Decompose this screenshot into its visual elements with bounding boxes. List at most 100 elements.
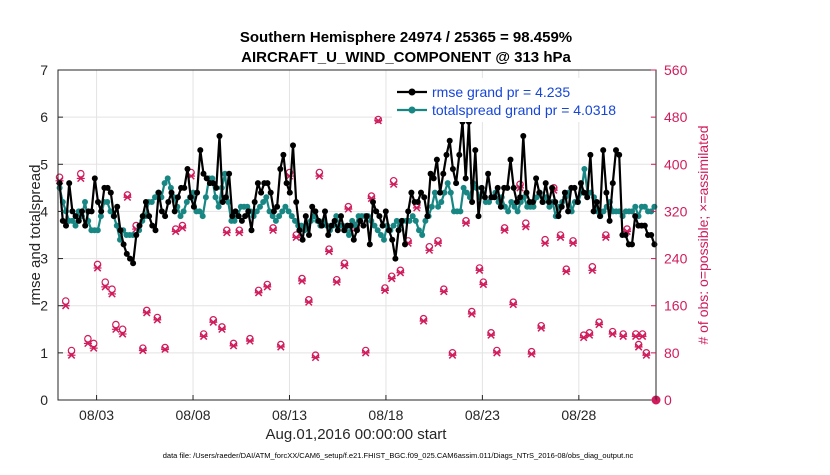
totalspread-point [530, 203, 537, 210]
totalspread-point [416, 227, 422, 234]
y-tick-label: 5 [40, 156, 48, 172]
rmse-point [127, 255, 133, 262]
rmse-point [542, 180, 549, 187]
rmse-point [513, 199, 520, 205]
obs-possible-marker [374, 115, 383, 124]
legend-symbol-totalspread [397, 106, 427, 114]
totalspread-point [164, 175, 171, 182]
totalspread-point [377, 232, 384, 238]
rmse-point [251, 199, 258, 205]
rmse-point [350, 236, 357, 243]
rmse-point [443, 151, 450, 158]
totalspread-point [546, 203, 553, 210]
rmse-point [104, 184, 111, 191]
obs-assimilated-marker [138, 346, 147, 355]
obs-possible-marker [161, 343, 169, 352]
totalspread-point [486, 199, 492, 205]
rmse-point [481, 194, 488, 201]
obs-assimilated-marker [419, 317, 428, 325]
obs-assimilated-marker [588, 266, 597, 275]
rmse-point [75, 217, 82, 224]
rmse-point [523, 189, 530, 196]
totalspread-point [441, 189, 448, 196]
rmse-point [529, 199, 536, 205]
totalspread-point [202, 194, 209, 201]
plot-area [58, 70, 656, 400]
rmse-point [258, 189, 265, 196]
x-tick-label: 08/03 [79, 407, 114, 423]
obs-assimilated-marker [83, 339, 92, 348]
rmse-point [338, 213, 344, 220]
y-right-tick-label: 240 [664, 251, 688, 267]
rmse-point [264, 180, 271, 187]
obs-assimilated-marker [229, 342, 238, 350]
rmse-point [312, 208, 319, 215]
obs-assimilated-marker [118, 330, 127, 338]
rmse-point [133, 232, 140, 238]
totalspread-point [177, 213, 184, 220]
totalspread-point [533, 194, 540, 201]
rmse-point [497, 203, 504, 210]
rmse-point [446, 137, 453, 144]
rmse-point [63, 222, 69, 229]
totalspread-point [272, 217, 279, 224]
rmse-point [245, 208, 252, 215]
obs-assimilated-marker [631, 332, 640, 341]
rmse-point [577, 180, 584, 187]
rmse-point [165, 199, 172, 205]
rmse-point [379, 222, 386, 229]
obs-possible-marker [101, 278, 110, 286]
rmse-point [203, 175, 210, 182]
obs-assimilated-marker [269, 226, 278, 235]
totalspread-point [225, 199, 232, 205]
obs-assimilated-marker [304, 298, 313, 306]
obs-assimilated-marker [527, 350, 536, 358]
totalspread-point [161, 180, 168, 187]
rmse-point [389, 236, 396, 243]
rmse-point [136, 222, 143, 229]
legend-box [392, 78, 650, 122]
totalspread-point [97, 213, 104, 220]
totalspread-point [94, 227, 101, 234]
obs-assimilated-marker [217, 325, 226, 334]
rmse-point [453, 180, 460, 187]
rmse-point [433, 156, 440, 163]
rmse-point [142, 199, 149, 205]
rmse-point [421, 194, 428, 201]
rmse-point [194, 189, 201, 196]
rmse-point [174, 194, 181, 201]
rmse-point [593, 199, 600, 205]
rmse-point [622, 232, 629, 238]
totalspread-point [629, 208, 636, 215]
axes-layer: 0 1 2 3 4 5 6 7 0 80 160 240 320 400 480 560 08/03 08/08 0… [40, 62, 687, 423]
rmse-point [402, 241, 408, 248]
obs-assimilated-marker [332, 278, 341, 286]
rmse-point [114, 203, 121, 210]
totalspread-point [263, 194, 270, 201]
obs-assimilated-marker [340, 261, 349, 270]
totalspread-point [346, 232, 352, 238]
obs-possible-marker [108, 285, 116, 294]
totalspread-point [431, 189, 438, 196]
rmse-point [309, 203, 316, 210]
rmse-point [283, 180, 290, 187]
rmse-point [456, 151, 463, 158]
rmse-point [386, 227, 392, 234]
rmse-point [395, 227, 402, 234]
obs-assimilated-marker [111, 325, 120, 334]
rmse-point [98, 208, 105, 215]
rmse-point [334, 227, 341, 234]
rmse-point [641, 222, 648, 229]
rmse-point [587, 151, 594, 158]
rmse-point [210, 180, 217, 187]
totalspread-point [104, 199, 111, 205]
rmse-point [597, 213, 603, 220]
rmse-point [152, 227, 159, 234]
rmse-point [363, 213, 370, 220]
rmse-point [613, 147, 619, 154]
totalspread-point [199, 213, 206, 220]
y-right-tick-label: 160 [664, 298, 688, 314]
obs-assimilated-marker [344, 205, 353, 213]
rmse-point [609, 180, 616, 187]
rmse-point [600, 147, 607, 154]
